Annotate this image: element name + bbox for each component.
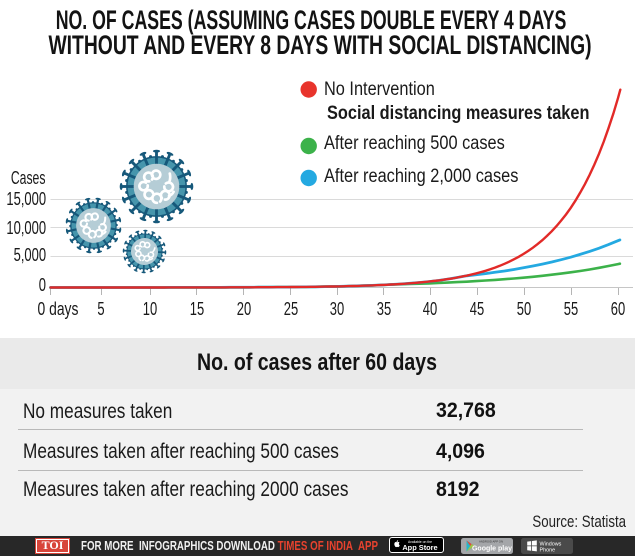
svg-text:ANDROID APP ON: ANDROID APP ON xyxy=(479,540,503,544)
svg-text:Google play: Google play xyxy=(472,546,512,553)
svg-text:Available on the: Available on the xyxy=(408,540,432,544)
svg-text:Windows: Windows xyxy=(540,542,562,548)
svg-text:App Store: App Store xyxy=(402,543,437,552)
svg-text:Phone: Phone xyxy=(540,547,556,553)
